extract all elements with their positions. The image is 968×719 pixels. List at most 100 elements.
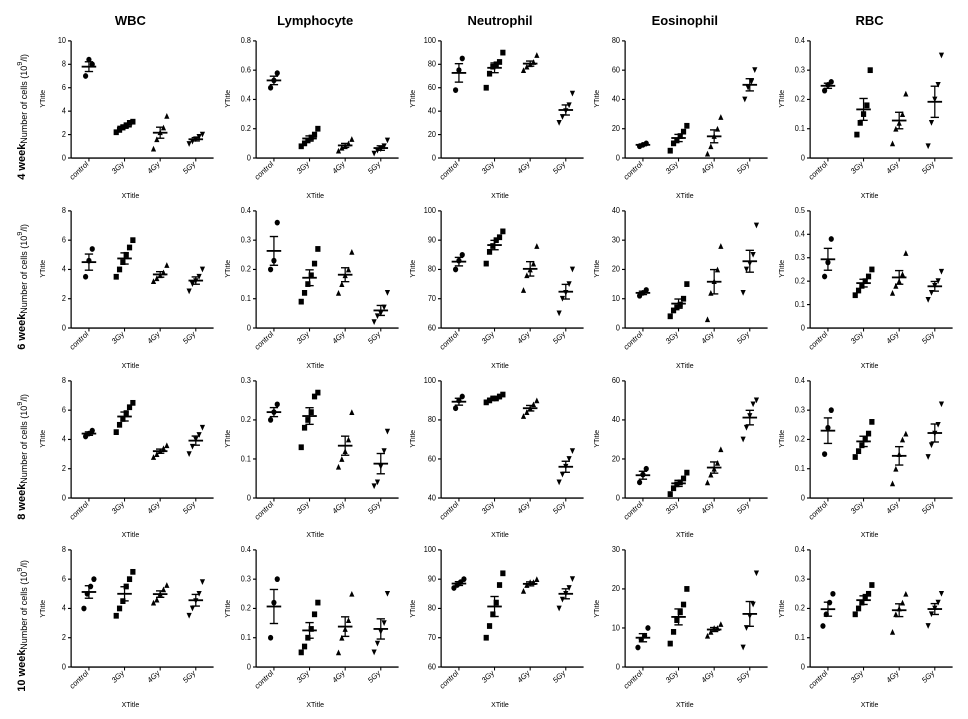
svg-text:5Gy: 5Gy	[921, 329, 937, 346]
svg-text:60: 60	[612, 65, 620, 74]
svg-text:0: 0	[247, 492, 251, 501]
svg-text:0: 0	[247, 323, 251, 332]
svg-text:0: 0	[801, 153, 805, 162]
svg-text:40: 40	[612, 94, 620, 103]
row-header-1: 6 weekNumber of cells (109/l)	[10, 204, 34, 370]
svg-text:control: control	[622, 159, 644, 182]
panel-ylabel: YTitle	[40, 430, 47, 448]
plot-area: 02468control3Gy4Gy5GyYTitle	[42, 204, 219, 365]
svg-text:0.1: 0.1	[241, 633, 251, 642]
svg-text:control: control	[253, 329, 275, 352]
svg-text:4Gy: 4Gy	[885, 668, 901, 685]
svg-text:8: 8	[62, 206, 66, 215]
svg-text:40: 40	[427, 492, 435, 501]
svg-text:0.3: 0.3	[795, 405, 805, 414]
svg-text:4Gy: 4Gy	[146, 668, 162, 685]
svg-text:60: 60	[612, 375, 620, 384]
svg-text:6: 6	[62, 83, 66, 92]
svg-text:70: 70	[427, 633, 435, 642]
svg-text:5Gy: 5Gy	[736, 499, 752, 516]
svg-text:3Gy: 3Gy	[849, 499, 865, 516]
svg-text:0.4: 0.4	[795, 545, 806, 554]
panel-r3-c2: 60708090100control3Gy4Gy5GyYTitleXTitle	[412, 543, 589, 709]
svg-text:3Gy: 3Gy	[480, 159, 496, 176]
svg-text:0.2: 0.2	[241, 604, 251, 613]
row-header-ylabel: Number of cells (109/l)	[15, 560, 29, 650]
panel-r2-c1: 00.10.20.3control3Gy4Gy5GyYTitleXTitle	[227, 374, 404, 540]
svg-text:4Gy: 4Gy	[515, 329, 531, 346]
panel-ylabel: YTitle	[594, 600, 601, 618]
col-header-0: WBC	[42, 10, 219, 30]
panel-r3-c0: 02468control3Gy4Gy5GyYTitleXTitle	[42, 543, 219, 709]
svg-text:4Gy: 4Gy	[885, 159, 901, 176]
svg-text:0.4: 0.4	[795, 229, 806, 238]
svg-text:6: 6	[62, 235, 66, 244]
svg-text:10: 10	[612, 293, 620, 302]
row-header-label: 10 week	[16, 650, 28, 692]
svg-text:5Gy: 5Gy	[921, 668, 937, 685]
svg-text:3Gy: 3Gy	[664, 499, 680, 516]
plot-area: 020406080control3Gy4Gy5GyYTitle	[596, 34, 773, 195]
svg-text:0.2: 0.2	[795, 604, 805, 613]
svg-text:0: 0	[247, 662, 251, 671]
svg-text:0.3: 0.3	[241, 574, 251, 583]
col-header-1: Lymphocyte	[227, 10, 404, 30]
svg-text:0: 0	[616, 153, 620, 162]
svg-text:4Gy: 4Gy	[885, 499, 901, 516]
svg-text:3Gy: 3Gy	[295, 329, 311, 346]
svg-text:control: control	[253, 668, 275, 691]
svg-text:0.2: 0.2	[795, 434, 805, 443]
svg-text:control: control	[438, 329, 460, 352]
row-header-0: 4 weekNumber of cells (109/l)	[10, 34, 34, 200]
svg-text:60: 60	[427, 83, 435, 92]
svg-text:4Gy: 4Gy	[330, 159, 346, 176]
panel-r0-c3: 020406080control3Gy4Gy5GyYTitleXTitle	[596, 34, 773, 200]
svg-text:5Gy: 5Gy	[366, 499, 382, 516]
row-header-3: 10 weekNumber of cells (109/l)	[10, 543, 34, 709]
svg-text:20: 20	[612, 453, 620, 462]
svg-text:0.4: 0.4	[795, 375, 806, 384]
panel-r3-c3: 0102030control3Gy4Gy5GyYTitleXTitle	[596, 543, 773, 709]
panel-ylabel: YTitle	[779, 430, 786, 448]
svg-text:3Gy: 3Gy	[849, 329, 865, 346]
svg-text:4Gy: 4Gy	[330, 668, 346, 685]
plot-area: 00.10.20.30.4control3Gy4Gy5GyYTitle	[227, 204, 404, 365]
svg-text:0.1: 0.1	[241, 293, 251, 302]
svg-text:0.3: 0.3	[795, 574, 805, 583]
svg-text:control: control	[438, 499, 460, 522]
svg-text:5Gy: 5Gy	[181, 668, 197, 685]
svg-text:0: 0	[62, 492, 66, 501]
svg-text:5Gy: 5Gy	[181, 329, 197, 346]
svg-text:3Gy: 3Gy	[295, 159, 311, 176]
svg-text:60: 60	[427, 453, 435, 462]
panel-ylabel: YTitle	[410, 430, 417, 448]
svg-text:5Gy: 5Gy	[551, 329, 567, 346]
panel-ylabel: YTitle	[225, 430, 232, 448]
svg-text:3Gy: 3Gy	[664, 159, 680, 176]
svg-text:20: 20	[612, 264, 620, 273]
panel-ylabel: YTitle	[225, 90, 232, 108]
svg-text:5Gy: 5Gy	[736, 159, 752, 176]
svg-text:40: 40	[612, 414, 620, 423]
svg-text:control: control	[807, 668, 829, 691]
panel-r1-c1: 00.10.20.30.4control3Gy4Gy5GyYTitleXTitl…	[227, 204, 404, 370]
plot-area: 0204060control3Gy4Gy5GyYTitle	[596, 374, 773, 535]
panel-r0-c1: 00.20.40.60.8control3Gy4Gy5GyYTitleXTitl…	[227, 34, 404, 200]
svg-text:4: 4	[62, 264, 67, 273]
svg-text:0.3: 0.3	[795, 252, 805, 261]
svg-text:0: 0	[247, 153, 251, 162]
svg-text:3Gy: 3Gy	[664, 329, 680, 346]
svg-text:control: control	[622, 499, 644, 522]
svg-text:2: 2	[62, 633, 66, 642]
panel-r1-c3: 010203040control3Gy4Gy5GyYTitleXTitle	[596, 204, 773, 370]
svg-text:0: 0	[616, 662, 620, 671]
row-header-ylabel: Number of cells (109/l)	[15, 393, 29, 483]
svg-text:3Gy: 3Gy	[295, 668, 311, 685]
svg-text:90: 90	[427, 574, 435, 583]
panel-ylabel: YTitle	[40, 90, 47, 108]
svg-text:0: 0	[616, 323, 620, 332]
svg-text:4Gy: 4Gy	[885, 329, 901, 346]
svg-text:100: 100	[423, 375, 435, 384]
panel-r0-c4: 00.10.20.30.4control3Gy4Gy5GyYTitleXTitl…	[781, 34, 958, 200]
svg-text:2: 2	[62, 130, 66, 139]
